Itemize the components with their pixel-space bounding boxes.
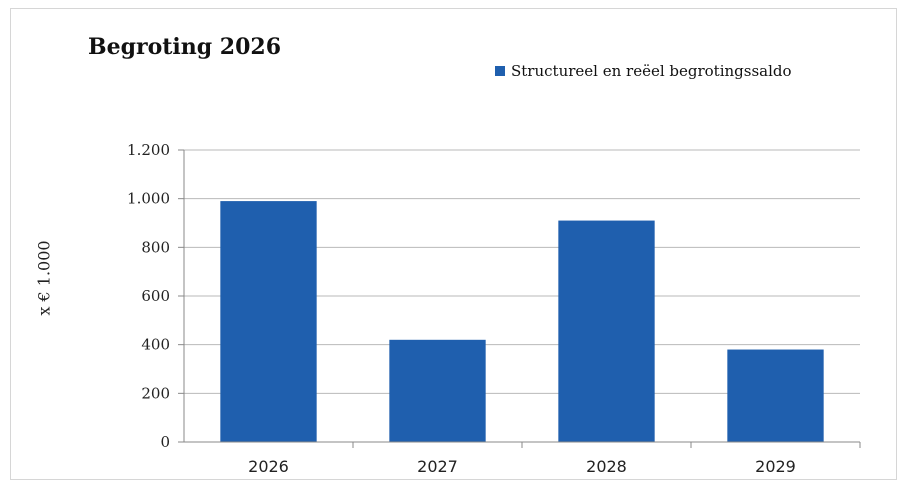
legend-swatch xyxy=(495,66,505,76)
y-tick-label: 1.000 xyxy=(127,190,170,208)
x-tick-label: 2029 xyxy=(755,457,796,476)
chart-title: Begroting 2026 xyxy=(88,34,282,60)
label-layer: 0 200 400 600 800 1.000 1.200 2026 2027 2028 2029 xyxy=(127,141,796,476)
y-tick-label: 600 xyxy=(141,287,170,305)
x-tick-label: 2026 xyxy=(248,457,289,476)
bar-2027 xyxy=(389,339,486,442)
bar-layer xyxy=(220,201,824,442)
y-tick-label: 1.200 xyxy=(127,141,170,159)
bar-2026 xyxy=(220,201,317,442)
y-tick-label: 400 xyxy=(141,336,170,354)
axis-layer xyxy=(178,149,861,448)
x-tick-label: 2028 xyxy=(586,457,627,476)
x-tick-label: 2027 xyxy=(417,457,458,476)
y-tick-label: 0 xyxy=(160,433,170,451)
bar-2029 xyxy=(727,349,824,442)
legend-label: Structureel en reëel begrotingssaldo xyxy=(511,62,792,80)
bar-2028 xyxy=(558,220,655,442)
y-tick-label: 200 xyxy=(141,384,170,402)
y-tick-label: 800 xyxy=(141,238,170,256)
chart-legend: Structureel en reëel begrotingssaldo xyxy=(495,62,792,80)
